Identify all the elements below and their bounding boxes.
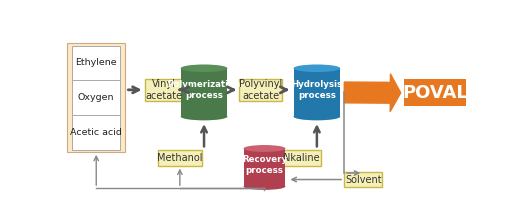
- Ellipse shape: [180, 65, 227, 72]
- Text: Polymerization
process: Polymerization process: [167, 80, 241, 99]
- FancyBboxPatch shape: [404, 80, 466, 106]
- Text: Vinyl
acetate: Vinyl acetate: [145, 79, 183, 101]
- Text: Alkaline: Alkaline: [281, 153, 320, 163]
- Ellipse shape: [180, 113, 227, 120]
- Bar: [243, 149, 285, 186]
- Text: Hydrolysis
process: Hydrolysis process: [291, 80, 343, 99]
- Text: Acetic acid: Acetic acid: [70, 128, 122, 137]
- FancyBboxPatch shape: [239, 79, 282, 101]
- Text: Polyvinyl
acetate: Polyvinyl acetate: [239, 79, 282, 101]
- FancyBboxPatch shape: [68, 43, 125, 152]
- Text: Methanol: Methanol: [157, 153, 203, 163]
- FancyBboxPatch shape: [72, 45, 120, 80]
- Text: Oxygen: Oxygen: [78, 93, 114, 102]
- Text: Solvent: Solvent: [345, 174, 382, 185]
- Ellipse shape: [293, 65, 340, 72]
- Bar: [293, 68, 340, 116]
- FancyBboxPatch shape: [344, 172, 382, 187]
- Text: POVAL: POVAL: [402, 84, 467, 102]
- Ellipse shape: [293, 113, 340, 120]
- Ellipse shape: [243, 145, 285, 152]
- Bar: [180, 68, 227, 116]
- FancyBboxPatch shape: [72, 80, 120, 115]
- Text: Recovery
process: Recovery process: [242, 155, 287, 174]
- Ellipse shape: [243, 183, 285, 190]
- FancyBboxPatch shape: [158, 150, 202, 166]
- FancyBboxPatch shape: [72, 115, 120, 150]
- FancyBboxPatch shape: [145, 79, 183, 101]
- Text: Ethylene: Ethylene: [75, 58, 117, 67]
- FancyBboxPatch shape: [281, 150, 321, 166]
